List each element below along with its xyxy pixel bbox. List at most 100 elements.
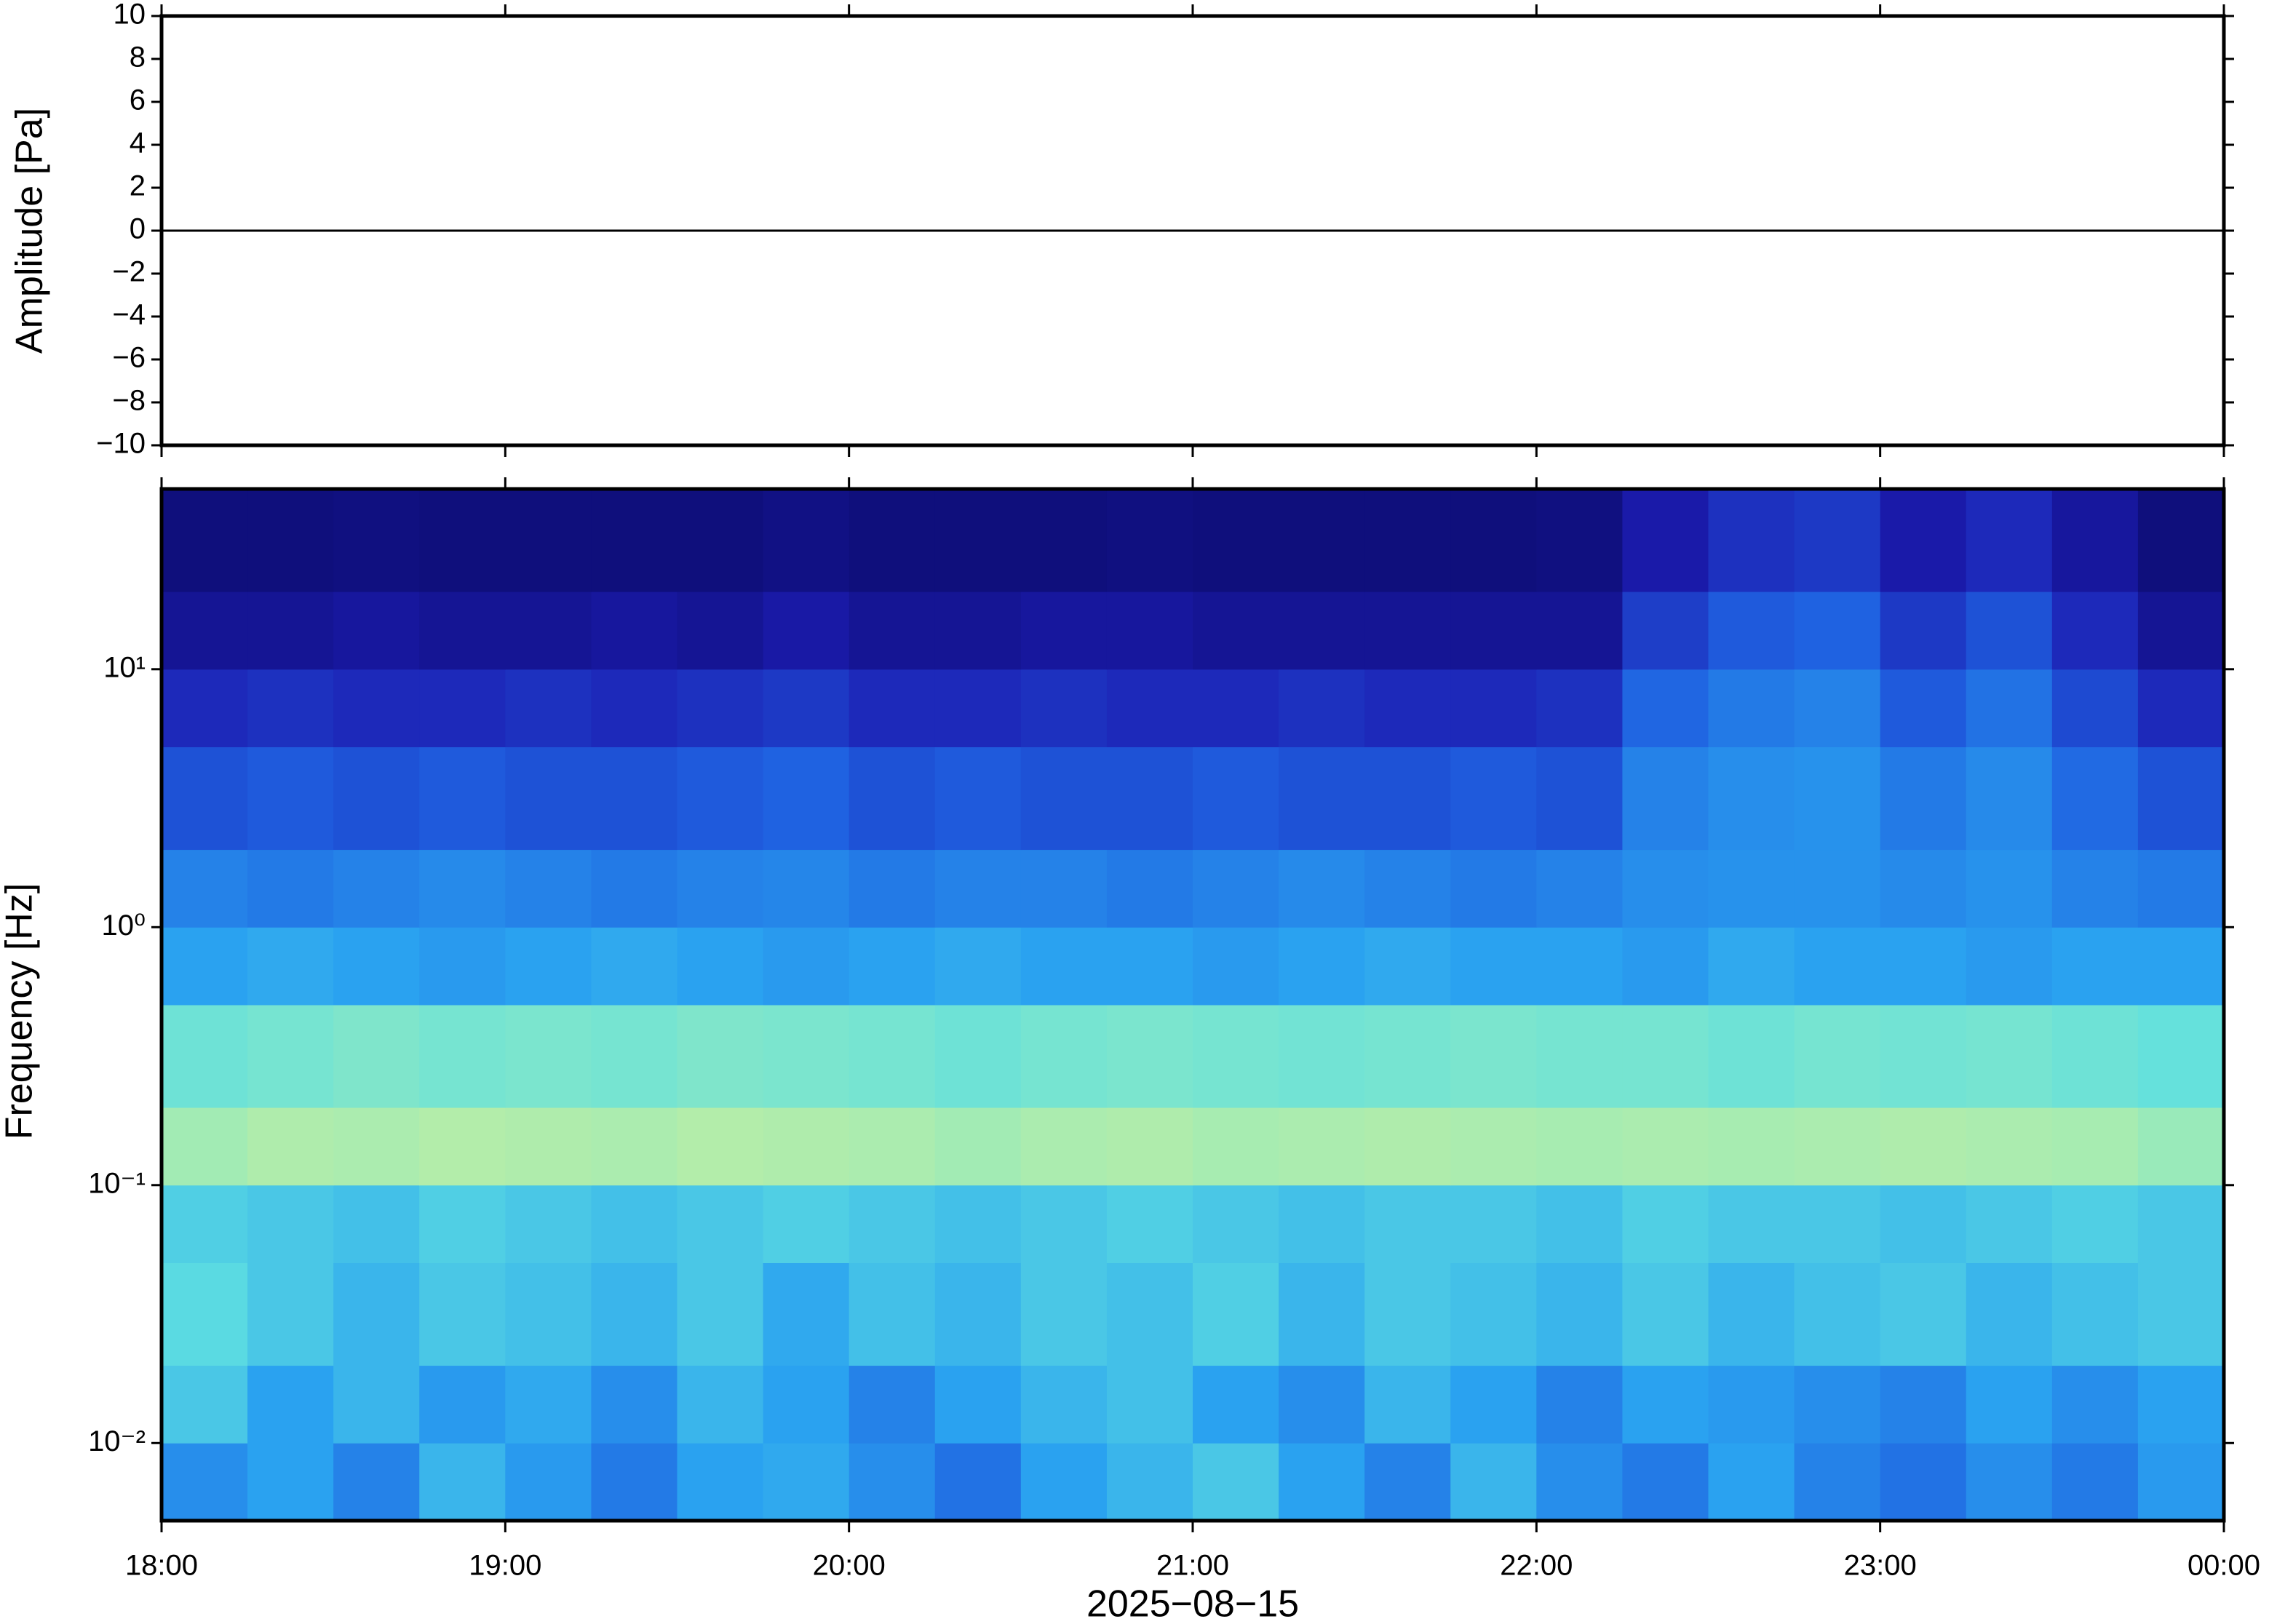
- spectrogram-cell: [591, 1107, 677, 1186]
- spectrogram-cell: [162, 1005, 248, 1108]
- spectrogram-cell: [505, 1107, 592, 1186]
- spectrogram-cell: [247, 849, 334, 928]
- spectrogram-cell: [1880, 1107, 1967, 1186]
- spectrogram-cell: [934, 927, 1022, 1006]
- spectrogram-cell: [1193, 1185, 1279, 1263]
- spectrogram-cell: [1880, 669, 1967, 747]
- spectrogram-cell: [505, 1365, 592, 1444]
- spectrogram-cell: [591, 1365, 677, 1444]
- spectrogram-cell: [2137, 669, 2225, 747]
- spectrogram-cell: [1106, 1262, 1193, 1366]
- spectrogram-cell: [763, 747, 850, 851]
- spectrogram-cell: [419, 1107, 506, 1186]
- spectrogram-cell: [1364, 592, 1451, 670]
- x-tick-label: 21:00: [1156, 1550, 1229, 1582]
- x-tick-label: 19:00: [469, 1550, 541, 1582]
- spectrogram-cell: [1279, 1005, 1365, 1108]
- spectrogram-cell: [1450, 1185, 1537, 1263]
- spectrogram-cell: [849, 1262, 936, 1366]
- spectrogram-cell: [1622, 1443, 1709, 1521]
- spectrogram-cell: [1364, 669, 1451, 747]
- spectrogram-cell: [1794, 1365, 1881, 1444]
- spectrogram-cell: [1622, 927, 1709, 1006]
- spectrogram-cell: [1364, 1262, 1451, 1366]
- y-tick-label: 6: [130, 84, 146, 116]
- spectrogram-cell: [591, 592, 677, 670]
- spectrogram-cell: [1450, 592, 1537, 670]
- spectrogram-cell: [591, 1005, 677, 1108]
- spectrogram-cell: [1106, 849, 1193, 928]
- spectrogram-cell: [934, 1262, 1022, 1366]
- spectrogram-cell: [1536, 1005, 1623, 1108]
- spectrogram-cell: [2051, 927, 2139, 1006]
- spectrogram-cell: [2137, 1262, 2225, 1366]
- spectrogram-cell: [1193, 927, 1279, 1006]
- x-tick-label: 23:00: [1844, 1550, 1917, 1582]
- spectrogram-cell: [419, 1005, 506, 1108]
- spectrogram-cell: [1536, 1262, 1623, 1366]
- spectrogram-cell: [1708, 1443, 1795, 1521]
- spectrogram-cell: [1020, 1185, 1108, 1263]
- spectrogram-cell: [1708, 1107, 1795, 1186]
- spectrogram-cell: [849, 1365, 936, 1444]
- y-tick-label: 10: [114, 0, 146, 31]
- spectrogram-cell: [1708, 1365, 1795, 1444]
- spectrogram-cell: [1279, 1107, 1365, 1186]
- spectrogram-cell: [505, 1262, 592, 1366]
- spectrogram-cell: [505, 489, 592, 592]
- spectrogram-cell: [162, 1107, 248, 1186]
- spectrogram-cell: [1193, 1107, 1279, 1186]
- spectrogram-cell: [934, 669, 1022, 747]
- spectrogram-cell: [419, 669, 506, 747]
- spectrogram-cell: [1622, 849, 1709, 928]
- spectrogram-cell: [1020, 1365, 1108, 1444]
- spectrogram-cell: [1364, 1443, 1451, 1521]
- spectrogram-cell: [333, 747, 420, 851]
- spectrogram-cell: [677, 1107, 764, 1186]
- spectrogram-cell: [2051, 747, 2139, 851]
- spectrogram-cell: [333, 1107, 420, 1186]
- spectrogram-cell: [247, 1107, 334, 1186]
- spectrogram-cell: [763, 592, 850, 670]
- y-tick-label: −8: [112, 385, 146, 417]
- spectrogram-cell: [1364, 1365, 1451, 1444]
- spectrogram-cell: [333, 1262, 420, 1366]
- spectrogram-cell: [1279, 747, 1365, 851]
- y-tick-label: −10: [96, 428, 146, 460]
- spectrogram-cell: [2051, 849, 2139, 928]
- spectrogram-cell: [763, 927, 850, 1006]
- spectrogram-cell: [1020, 747, 1108, 851]
- spectrogram-cell: [247, 1365, 334, 1444]
- y-tick-label: −6: [112, 342, 146, 374]
- spectrogram-cell: [505, 669, 592, 747]
- spectrogram-cell: [247, 1185, 334, 1263]
- spectrogram-cell: [2051, 1185, 2139, 1263]
- spectrogram-cell: [1193, 747, 1279, 851]
- spectrogram-cell: [1020, 1107, 1108, 1186]
- spectrogram-cell: [1450, 747, 1537, 851]
- spectrogram-cell: [934, 1005, 1022, 1108]
- spectrogram-cell: [763, 1443, 850, 1521]
- spectrogram-cell: [2137, 1005, 2225, 1108]
- spectrogram-cell: [2137, 927, 2225, 1006]
- spectrogram-cell: [591, 1185, 677, 1263]
- spectrogram-cell: [1364, 489, 1451, 592]
- spectrogram-cell: [1279, 1262, 1365, 1366]
- spectrogram-cell: [1880, 1262, 1967, 1366]
- spectrogram-cell: [505, 1005, 592, 1108]
- spectrogram-cell: [849, 927, 936, 1006]
- spectrogram-cell: [1193, 669, 1279, 747]
- spectrogram-cell: [1364, 927, 1451, 1006]
- spectrogram-cell: [1622, 1185, 1709, 1263]
- spectrogram-cell: [591, 489, 677, 592]
- spectrogram-cell: [763, 849, 850, 928]
- spectrogram-cell: [1020, 1443, 1108, 1521]
- spectrogram-cell: [2051, 1365, 2139, 1444]
- y-tick-label: 2: [130, 170, 146, 202]
- spectrogram-cell: [1708, 849, 1795, 928]
- spectrogram-cell: [505, 592, 592, 670]
- spectrogram-cell: [849, 1443, 936, 1521]
- spectrogram-cell: [505, 747, 592, 851]
- spectrogram-cell: [1193, 1365, 1279, 1444]
